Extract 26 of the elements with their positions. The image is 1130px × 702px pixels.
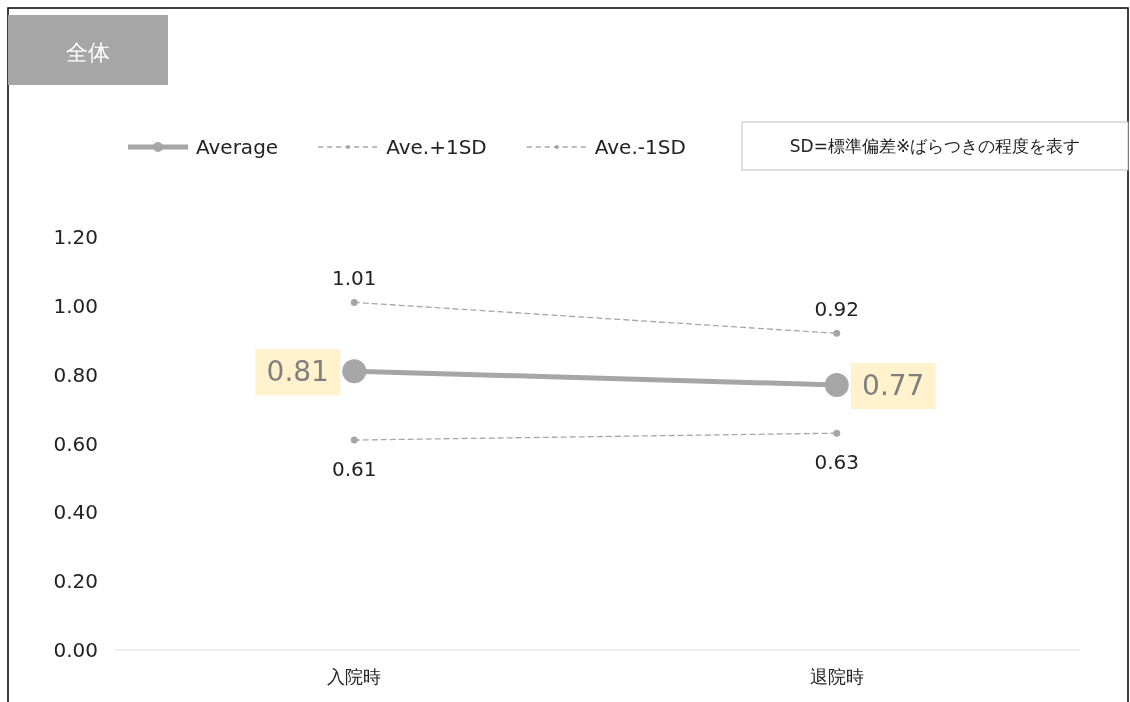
chart-title: 全体: [66, 40, 110, 65]
point: [350, 436, 358, 444]
legend-label: Ave.-1SD: [594, 135, 686, 159]
legend-label: Ave.+1SD: [386, 135, 487, 159]
text: SD=標準偏差※ばらつきの程度を表す: [789, 136, 1081, 156]
x-tick-label: 入院時: [327, 666, 382, 687]
y-tick-label: 0.80: [53, 362, 98, 387]
point: [833, 329, 841, 337]
y-tick-label: 0.40: [53, 500, 98, 525]
data-label: 1.01: [331, 266, 377, 291]
y-tick-label: 0.00: [53, 638, 98, 662]
point: [342, 359, 367, 384]
y-tick-label: 1.20: [53, 225, 98, 249]
y-tick-label: 0.60: [53, 431, 98, 456]
y-tick-label: 0.20: [53, 569, 98, 594]
point: [350, 298, 358, 306]
legend-label: Average: [196, 135, 279, 159]
point: [824, 372, 849, 397]
data-label: 0.77: [862, 368, 925, 402]
data-label: 0.61: [331, 457, 377, 482]
data-label: 0.63: [814, 450, 860, 475]
x-tick-label: 退院時: [809, 666, 864, 687]
data-label: 0.81: [266, 355, 329, 389]
y-tick-label: 1.00: [53, 293, 98, 318]
point: [833, 429, 841, 437]
data-label: 0.92: [814, 297, 860, 322]
